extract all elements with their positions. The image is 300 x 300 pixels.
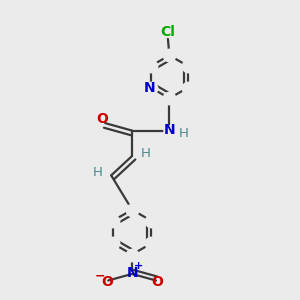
Text: +: +: [134, 261, 143, 271]
Text: H: H: [179, 127, 189, 140]
Text: Cl: Cl: [160, 25, 175, 39]
Text: N: N: [164, 123, 175, 137]
Text: H: H: [140, 147, 150, 160]
Text: −: −: [94, 270, 105, 283]
Text: H: H: [93, 167, 103, 179]
Text: O: O: [152, 275, 164, 289]
Text: N: N: [127, 266, 139, 280]
Text: O: O: [101, 275, 112, 289]
Text: O: O: [96, 112, 108, 126]
Text: N: N: [144, 81, 155, 94]
